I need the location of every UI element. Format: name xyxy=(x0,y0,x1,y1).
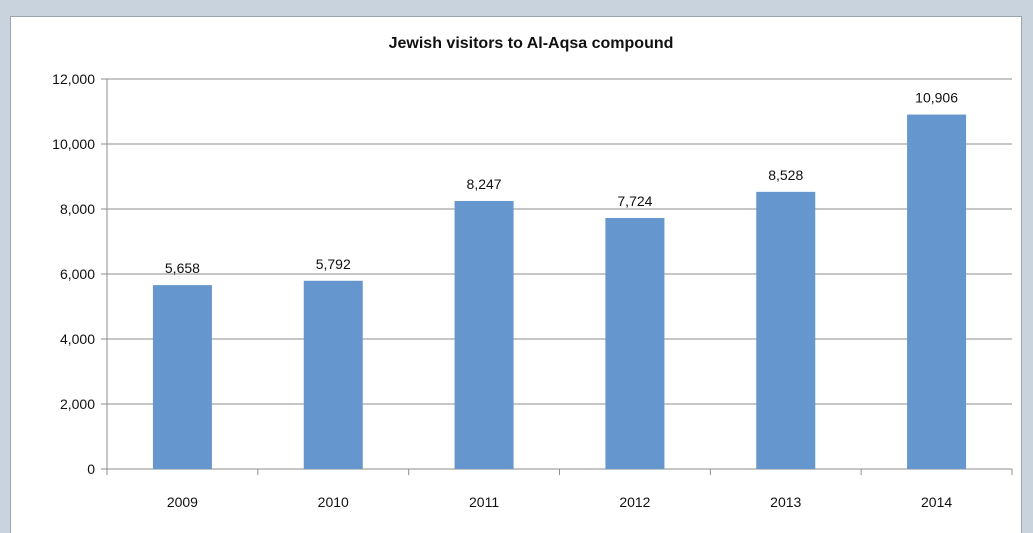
data-label-2014: 10,906 xyxy=(915,90,958,106)
data-label-2011: 8,247 xyxy=(467,176,502,192)
data-label-2012: 7,724 xyxy=(617,193,652,209)
gridlines xyxy=(107,78,1012,470)
x-tick-label-2012: 2012 xyxy=(619,494,650,510)
bar-2012 xyxy=(605,217,665,469)
bar-2010 xyxy=(303,280,363,469)
y-tick-label: 8,000 xyxy=(60,201,95,217)
y-tick-label: 2,000 xyxy=(60,396,95,412)
y-tick-label: 4,000 xyxy=(60,331,95,347)
y-tick-label: 10,000 xyxy=(52,136,95,152)
bar-2009 xyxy=(152,285,212,469)
x-tick-label-2013: 2013 xyxy=(770,494,801,510)
x-tick-label-2014: 2014 xyxy=(921,494,952,510)
chart-title: Jewish visitors to Al-Aqsa compound xyxy=(389,35,674,52)
x-tick-label-2011: 2011 xyxy=(469,494,499,510)
data-labels: 5,658 5,792 8,247 7,724 8,528 10,906 xyxy=(165,90,958,277)
y-tick-label: 6,000 xyxy=(60,266,95,282)
x-tick-label-2009: 2009 xyxy=(167,494,198,510)
y-axis: 0 2,000 4,000 6,000 8,000 10,000 12,000 xyxy=(52,71,108,477)
data-label-2013: 8,528 xyxy=(768,167,803,183)
y-tick-label: 12,000 xyxy=(52,71,95,87)
y-tick-label: 0 xyxy=(87,461,95,477)
data-label-2010: 5,792 xyxy=(316,256,351,272)
x-axis: 2009 2010 2011 2012 2013 2014 xyxy=(106,469,1013,510)
bar-2011 xyxy=(454,200,514,469)
bar-2014 xyxy=(907,114,967,470)
bar-2013 xyxy=(756,191,816,469)
data-label-2009: 5,658 xyxy=(165,260,200,276)
bars xyxy=(152,114,967,470)
x-tick-label-2010: 2010 xyxy=(318,494,349,510)
